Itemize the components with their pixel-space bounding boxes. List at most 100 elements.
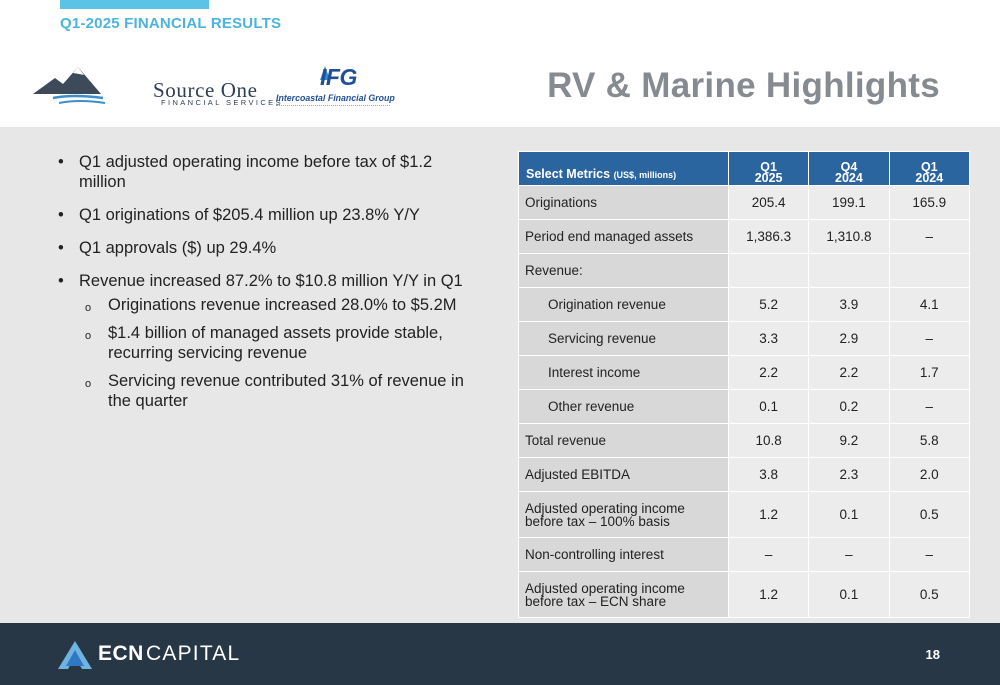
- table-row: Period end managed assets 1,386.3 1,310.…: [518, 219, 971, 254]
- row-value: 3.3: [727, 321, 810, 356]
- row-value: –: [888, 219, 971, 254]
- source-one-brand: Source One: [153, 78, 258, 102]
- row-value: 5.2: [727, 287, 810, 322]
- bullet-text: Revenue increased 87.2% to $10.8 million…: [79, 272, 463, 290]
- bullet-text: Q1 approvals ($) up 29.4%: [79, 239, 277, 257]
- sub-bullet-marker: o: [85, 330, 92, 342]
- row-value: 4.1: [888, 287, 971, 322]
- table-row: Adjusted operating income before tax – E…: [518, 571, 971, 618]
- row-value: 0.1: [808, 571, 890, 618]
- row-value: 199.1: [808, 185, 890, 220]
- row-label: Total revenue: [518, 423, 729, 458]
- column-header-period: Q1: [760, 160, 777, 174]
- bullet-marker: •: [58, 153, 64, 171]
- table-header-row: Select Metrics (US$, millions) Q1 2025 Q…: [518, 151, 971, 186]
- row-value: 5.8: [888, 423, 971, 458]
- row-label: Adjusted EBITDA: [518, 457, 729, 492]
- sub-bullet-item: o Originations revenue increased 28.0% t…: [58, 295, 478, 315]
- row-value: –: [808, 537, 890, 572]
- row-value: 165.9: [888, 185, 971, 220]
- table-row: Adjusted operating income before tax – 1…: [518, 491, 971, 538]
- footer-brand-light: CAPITAL: [146, 642, 241, 665]
- column-header-year: 2024: [915, 171, 944, 185]
- row-label: Servicing revenue: [518, 321, 729, 356]
- ifg-sail-icon: [320, 66, 330, 80]
- column-header-year: 2025: [754, 171, 783, 185]
- row-value: 1.2: [727, 571, 810, 618]
- bullet-item: • Q1 originations of $205.4 million up 2…: [58, 205, 478, 225]
- row-value: 1,386.3: [727, 219, 810, 254]
- sub-bullet-marker: o: [85, 302, 92, 314]
- sub-bullet-item: o $1.4 billion of managed assets provide…: [58, 323, 478, 363]
- metric-header-label: Select Metrics: [526, 167, 611, 181]
- row-value: 2.0: [888, 457, 971, 492]
- table-row: Interest income 2.2 2.2 1.7: [518, 355, 971, 390]
- row-value: [727, 253, 810, 288]
- bullet-text: Q1 adjusted operating income before tax …: [79, 153, 433, 191]
- row-label: Adjusted operating income before tax – E…: [518, 571, 729, 618]
- table-row: Originations 205.4 199.1 165.9: [518, 185, 971, 220]
- slide-title: RV & Marine Highlights: [547, 66, 940, 105]
- footer-brand-bold: ECN: [98, 642, 144, 665]
- row-value: 0.1: [808, 491, 890, 538]
- bullet-marker: •: [58, 206, 64, 224]
- metrics-table: Select Metrics (US$, millions) Q1 2025 Q…: [518, 151, 971, 618]
- row-label: Other revenue: [518, 389, 729, 424]
- table-row: Adjusted EBITDA 3.8 2.3 2.0: [518, 457, 971, 492]
- row-value: [808, 253, 890, 288]
- ifg-mark: IFG: [320, 64, 357, 90]
- row-label: Interest income: [518, 355, 729, 390]
- row-value: 9.2: [808, 423, 890, 458]
- bullet-text: Q1 originations of $205.4 million up 23.…: [79, 206, 420, 224]
- bullet-item: • Q1 adjusted operating income before ta…: [58, 152, 478, 192]
- column-header-period: Q4: [840, 160, 858, 174]
- ifg-name: Intercoastal Financial Group: [276, 93, 395, 103]
- row-value: 1,310.8: [808, 219, 890, 254]
- sub-bullet-text: Servicing revenue contributed 31% of rev…: [108, 372, 464, 410]
- table-row: Origination revenue 5.2 3.9 4.1: [518, 287, 971, 322]
- row-label: Revenue:: [518, 253, 729, 288]
- top-accent-bar: [60, 0, 209, 9]
- row-value: 0.5: [888, 571, 971, 618]
- row-label: Adjusted operating income before tax – 1…: [518, 491, 729, 538]
- page-number: 18: [925, 647, 940, 662]
- sub-bullet-marker: o: [85, 378, 92, 390]
- row-value: 1.7: [888, 355, 971, 390]
- row-value: 1.2: [727, 491, 810, 538]
- table-row: Total revenue 10.8 9.2 5.8: [518, 423, 971, 458]
- bullet-marker: •: [58, 272, 64, 290]
- table-row: Servicing revenue 3.3 2.9 –: [518, 321, 971, 356]
- row-label: Originations: [518, 185, 729, 220]
- row-value: 2.2: [727, 355, 810, 390]
- column-header: Q1 2025: [727, 151, 810, 186]
- bullet-item: • Q1 approvals ($) up 29.4%: [58, 238, 478, 258]
- source-one-logo: Source One FINANCIAL SERVICES: [33, 64, 281, 112]
- ecn-logo-icon: [58, 641, 92, 669]
- row-value: –: [888, 389, 971, 424]
- row-value: –: [888, 321, 971, 356]
- column-header-period: Q1: [920, 160, 938, 174]
- row-value: 205.4: [727, 185, 810, 220]
- source-one-subtitle: FINANCIAL SERVICES: [161, 98, 283, 107]
- section-label: Q1-2025 FINANCIAL RESULTS: [60, 15, 282, 32]
- row-value: 0.2: [808, 389, 890, 424]
- sub-bullet-item: o Servicing revenue contributed 31% of r…: [58, 371, 478, 411]
- sub-bullet-text: $1.4 billion of managed assets provide s…: [108, 324, 443, 362]
- row-label: Period end managed assets: [518, 219, 729, 254]
- row-value: –: [727, 537, 810, 572]
- row-value: 2.2: [808, 355, 890, 390]
- metric-header-units: (US$, millions): [613, 170, 677, 180]
- row-value: [888, 253, 971, 288]
- metric-column-header: Select Metrics (US$, millions): [518, 151, 729, 186]
- column-header: Q4 2024: [808, 151, 890, 186]
- row-value: 2.9: [808, 321, 890, 356]
- row-label: Non-controlling interest: [518, 537, 729, 572]
- column-header: Q1 2024: [888, 151, 971, 186]
- bullet-list: • Q1 adjusted operating income before ta…: [58, 152, 478, 419]
- row-value: 3.8: [727, 457, 810, 492]
- row-label: Origination revenue: [518, 287, 729, 322]
- row-value: 10.8: [727, 423, 810, 458]
- ifg-logo: IFG Intercoastal Financial Group: [274, 64, 424, 110]
- sub-bullet-text: Originations revenue increased 28.0% to …: [108, 296, 457, 314]
- table-row: Other revenue 0.1 0.2 –: [518, 389, 971, 424]
